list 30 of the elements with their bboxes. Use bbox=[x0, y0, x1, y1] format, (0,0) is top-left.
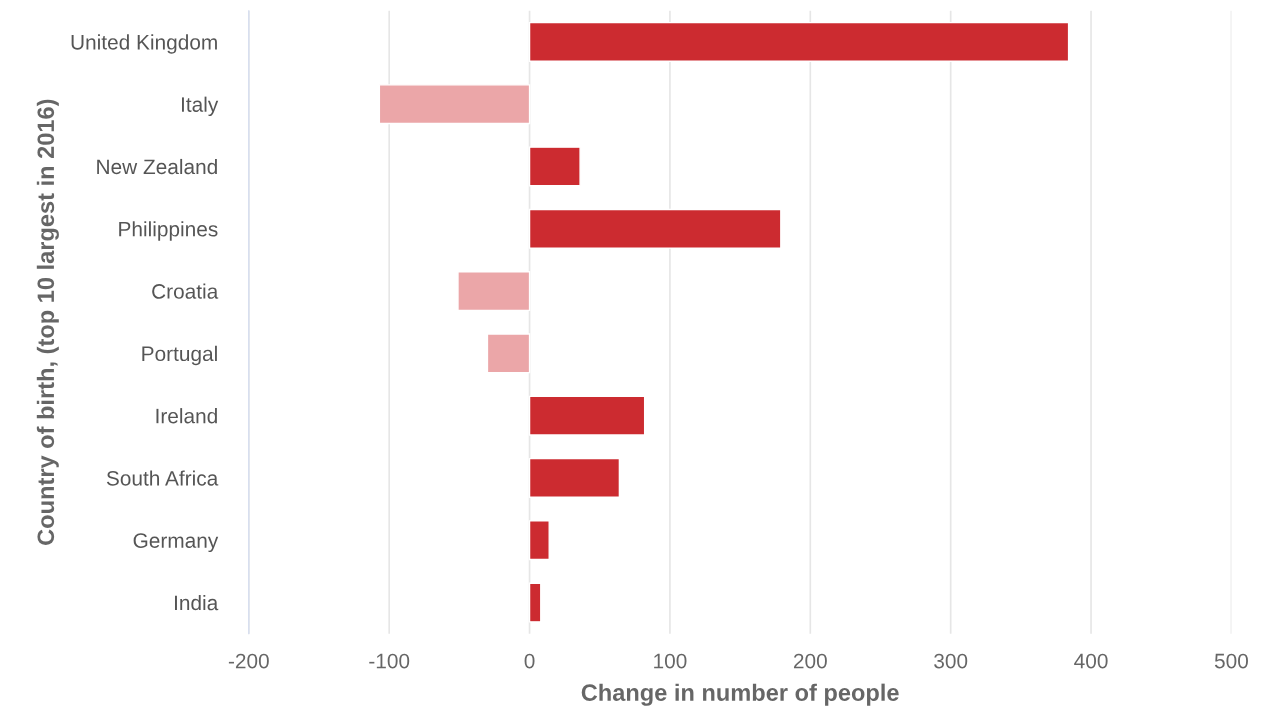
y-tick-label: New Zealand bbox=[97, 158, 217, 175]
x-tick-label: 0 bbox=[524, 653, 535, 669]
x-tick-label: 200 bbox=[793, 653, 827, 669]
y-tick-label: South Africa bbox=[106, 470, 219, 486]
bar bbox=[528, 395, 646, 436]
x-tick-label: -200 bbox=[228, 653, 269, 669]
y-axis-title: Country of birth, (top 10 largest in 2016) bbox=[36, 99, 59, 545]
bar bbox=[528, 457, 621, 498]
bar bbox=[528, 520, 550, 561]
x-axis-title: Change in number of people bbox=[581, 683, 899, 706]
y-tick-label: Croatia bbox=[152, 283, 219, 299]
bar bbox=[528, 21, 1070, 62]
bar bbox=[528, 582, 542, 623]
x-tick-label: -100 bbox=[369, 653, 410, 669]
y-tick-label: India bbox=[175, 594, 219, 611]
y-tick-label: Italy bbox=[181, 96, 219, 117]
bar bbox=[486, 333, 531, 374]
y-tick-label: United Kingdom bbox=[71, 34, 217, 54]
x-tick-label: 300 bbox=[934, 653, 968, 669]
y-tick-label: Ireland bbox=[156, 408, 217, 424]
y-tick-label: Philippines bbox=[119, 221, 218, 241]
bar bbox=[528, 208, 782, 249]
x-tick-label: 100 bbox=[654, 653, 687, 669]
bar bbox=[528, 146, 581, 187]
x-tick-label: 500 bbox=[1214, 653, 1248, 669]
y-tick-label: Portugal bbox=[142, 345, 217, 366]
x-tick-label: 400 bbox=[1074, 653, 1108, 669]
bar bbox=[457, 271, 531, 312]
y-tick-label: Germany bbox=[133, 533, 219, 553]
bar bbox=[378, 84, 531, 125]
